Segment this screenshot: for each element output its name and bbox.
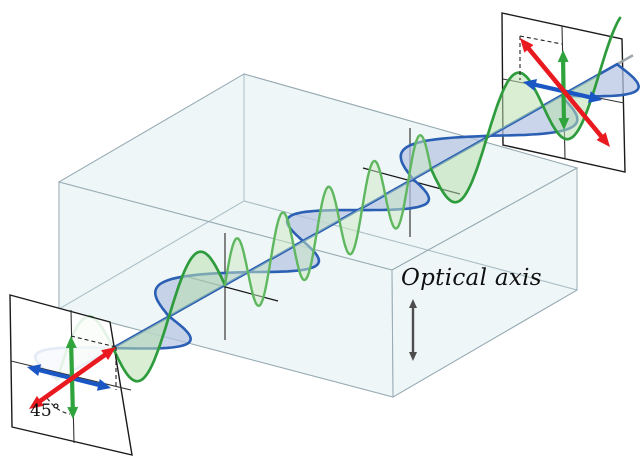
vertical-wave-lobe	[487, 72, 543, 138]
vertical-wave-curve	[111, 315, 171, 383]
output-polarization-arrow-head	[520, 38, 534, 53]
output-vertical-component-arrow-head	[558, 117, 570, 130]
vertical-wave-curve	[338, 206, 364, 256]
input-polarization-arrow-shaft	[37, 352, 108, 404]
output-vertical-component-arrow-head	[557, 50, 569, 63]
input-horizontal-component-arrow-head	[96, 379, 111, 391]
vertical-wave-curve	[541, 73, 601, 141]
vertical-wave-curve	[223, 237, 250, 287]
vertical-wave-curve	[406, 133, 433, 184]
crystal-face	[391, 167, 578, 398]
input-polarization-arrow-head	[101, 347, 116, 360]
projection-dash	[70, 335, 117, 348]
vertical-wave-lobe	[543, 74, 599, 140]
vertical-wave-curve	[597, 16, 622, 76]
vertical-wave-lobe	[431, 137, 487, 203]
output-polarization-arrow-head	[596, 132, 610, 147]
vertical-wave	[111, 16, 622, 383]
vertical-wave-curve	[315, 185, 341, 235]
vertical-wave-curve	[167, 250, 227, 318]
vertical-wave-curve	[361, 159, 387, 209]
input-vertical-component-arrow-head	[67, 406, 79, 419]
vertical-wave-curve	[246, 258, 272, 308]
output-horizontal-component-arrow-head	[588, 91, 602, 103]
vertical-wave-curve	[292, 232, 318, 282]
optical-axis-arrow	[409, 299, 417, 361]
angle-arc	[46, 397, 71, 415]
input-polarization-arrow	[29, 347, 116, 409]
input-vertical-component-arrow-head	[65, 336, 77, 349]
projection-dash	[519, 35, 563, 45]
optical-axis-arrow-head	[409, 299, 417, 308]
optical-axis-label: Optical axis	[401, 265, 542, 291]
input-horizontal-component-arrow-shaft	[37, 367, 101, 388]
angle-45-label: 45°	[30, 401, 61, 421]
optical-axis-arrow-head	[409, 352, 417, 361]
input-horizontal-component-arrow	[27, 364, 111, 391]
vertical-wave-curve	[269, 211, 295, 261]
vertical-wave-lobe	[169, 251, 225, 317]
output-horizontal-component-arrow-head	[523, 79, 537, 91]
projection-dashes	[46, 35, 563, 415]
vertical-wave-curve	[429, 136, 489, 204]
output-polarization-arrow-shaft	[525, 45, 605, 140]
vertical-wave-curve	[384, 180, 410, 230]
input-polarization-arrow-head	[29, 396, 44, 409]
input-horizontal-component-arrow-head	[27, 364, 42, 376]
output-polarization-arrow	[520, 38, 610, 147]
vertical-wave-lobe	[113, 316, 169, 382]
